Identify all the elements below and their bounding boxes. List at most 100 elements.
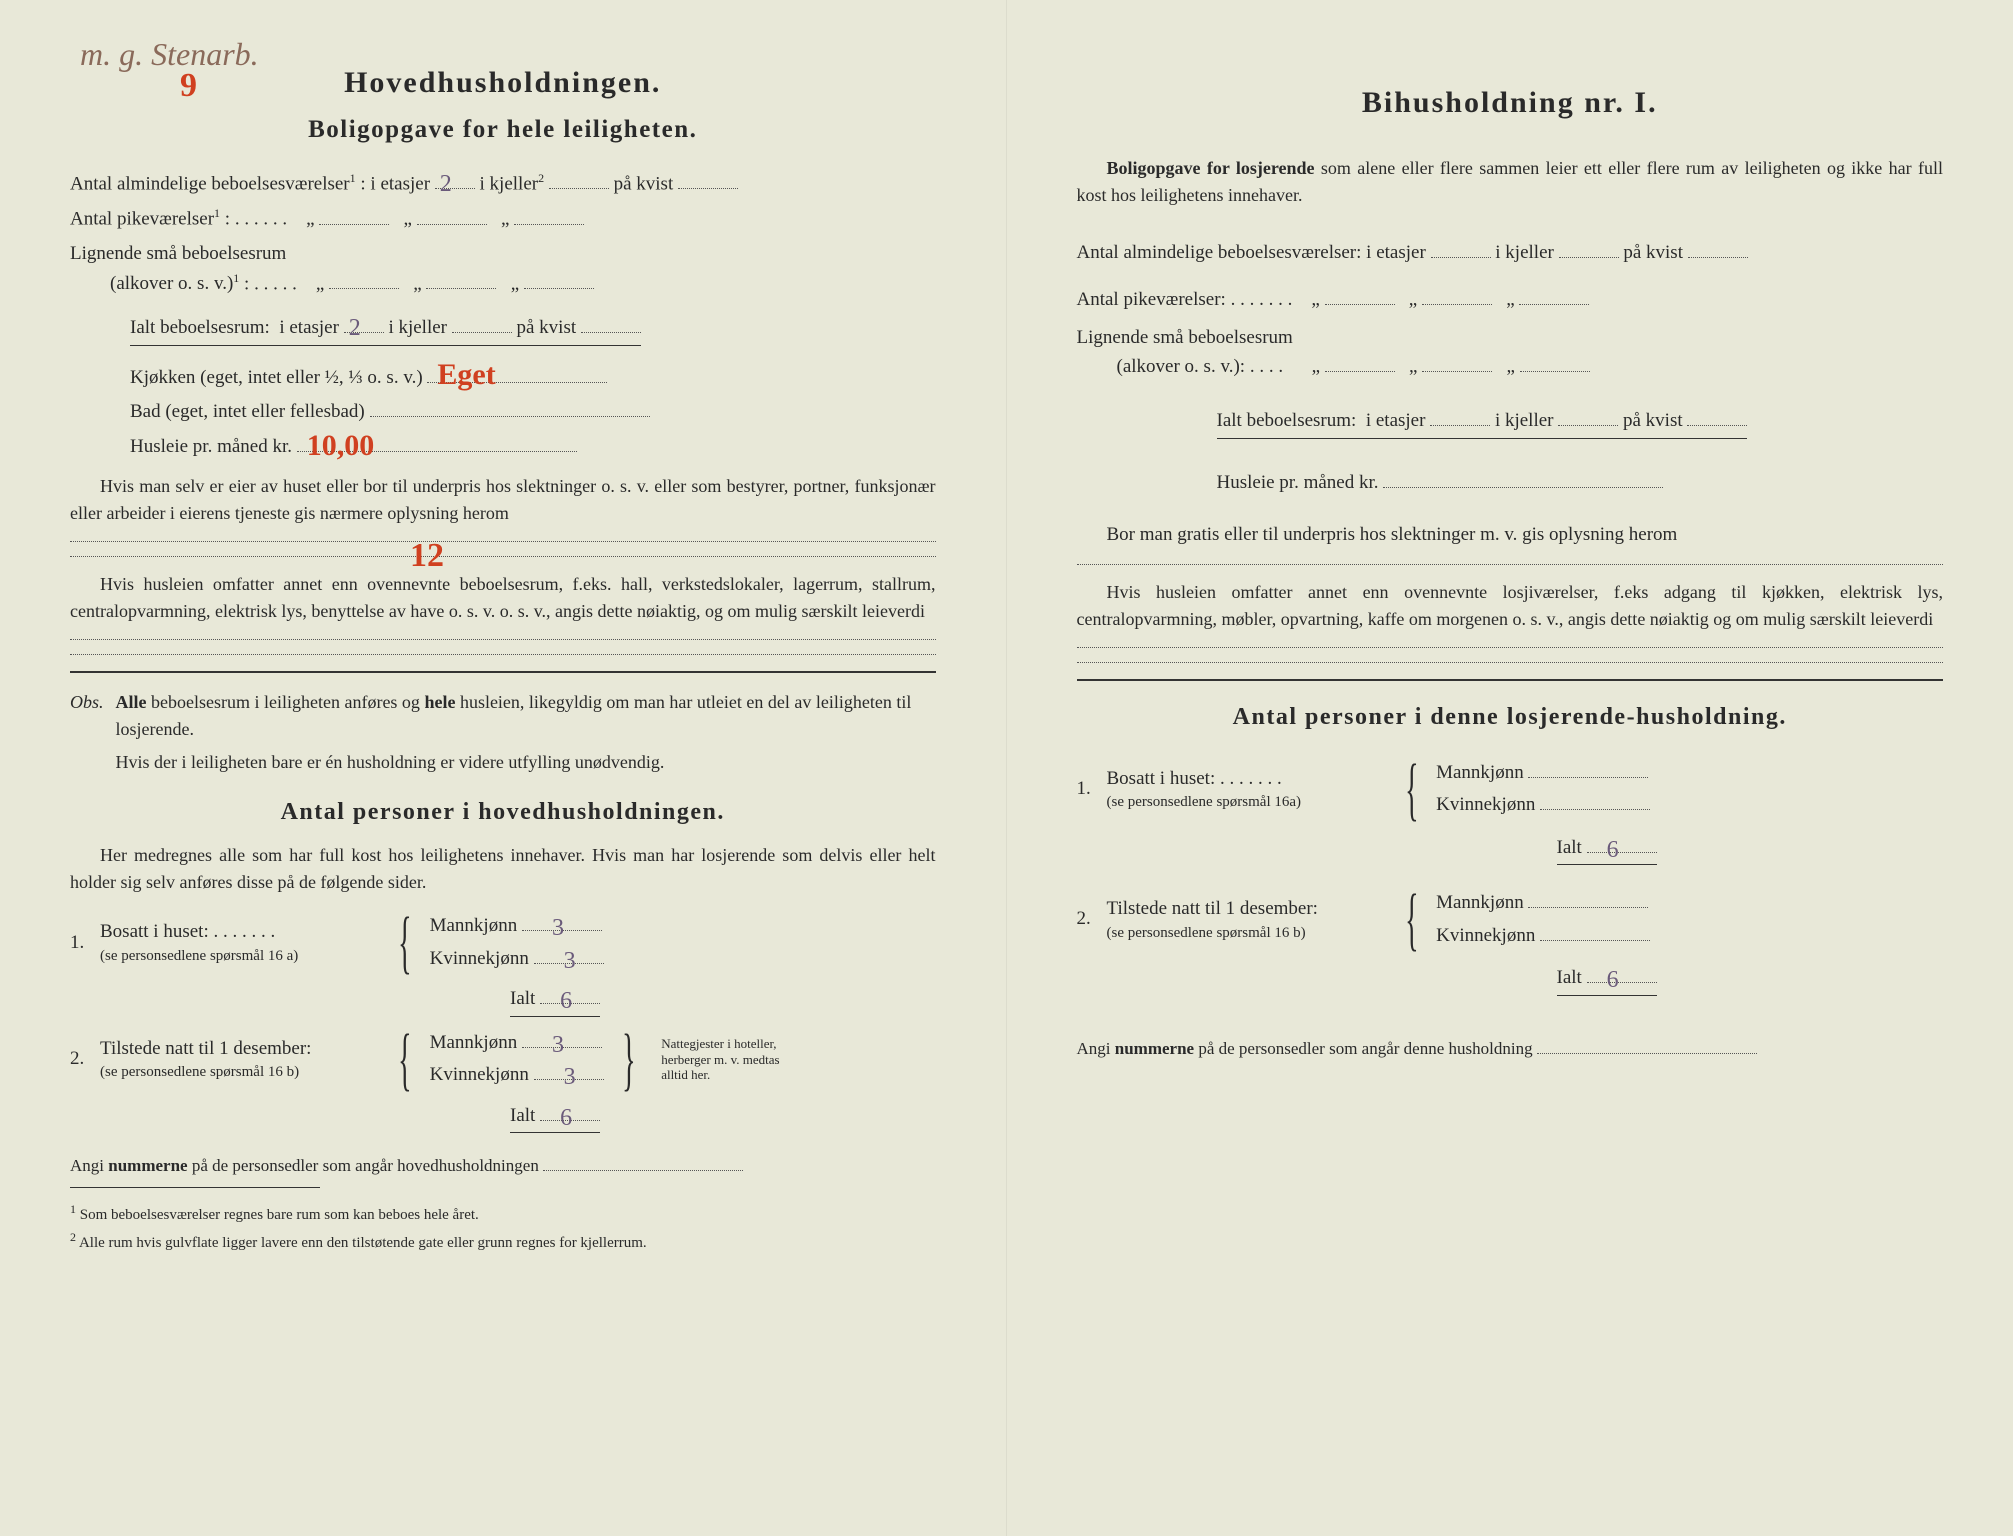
- ialt-line: Ialt 6: [1557, 964, 1944, 996]
- field: 6: [540, 1003, 600, 1004]
- label-alkover: Lignende små beboelsesrum: [1077, 327, 1293, 348]
- brace-icon: {: [398, 1042, 411, 1077]
- field: [1430, 425, 1490, 426]
- label: Tilstede natt til 1 desember: (se person…: [100, 1035, 380, 1084]
- label-alkover-sub: (alkover o. s. v.): [110, 273, 233, 294]
- person-row-1: 1. Bosatt i huset: . . . . . . . (se per…: [70, 908, 936, 977]
- person-row-1: 1. Bosatt i huset: . . . . . . . (se per…: [1077, 755, 1944, 824]
- kvinne-line: Kvinnekjønn 3: [430, 1061, 604, 1090]
- footnotes: 1 Som beboelsesværelser regnes bare rum …: [70, 1200, 936, 1255]
- field-row-pike: Antal pikeværelser1 : . . . . . . „ „ „: [70, 204, 936, 234]
- ialt-underline: Ialt 6: [1557, 834, 1657, 866]
- field: [1520, 371, 1590, 372]
- obs-text: Alle beboelsesrum i leiligheten anføres …: [116, 689, 936, 776]
- fields: Mannkjønn 3 Kvinnekjønn 3: [430, 1025, 604, 1094]
- ialt-line: Ialt 6: [510, 1102, 936, 1134]
- field: 2: [344, 332, 384, 333]
- dots: : . . . . . .: [225, 209, 287, 230]
- angi-label: Angi: [70, 1156, 108, 1175]
- label-text: Bosatt i huset: . . . . . . .: [100, 921, 275, 942]
- ditto: „: [1409, 289, 1417, 310]
- para-husleien: Hvis husleien omfatter annet enn ovennev…: [70, 571, 936, 625]
- label-kjeller: i kjeller: [480, 173, 539, 194]
- field: 3: [522, 1047, 602, 1048]
- val: 6: [560, 1100, 572, 1136]
- obs-t: beboelsesrum i leiligheten anføres og: [147, 692, 425, 712]
- field: [1422, 371, 1492, 372]
- handwritten-val: 2: [440, 166, 452, 202]
- obs-alle: Alle: [116, 692, 147, 712]
- label: Bosatt i huset: . . . . . . . (se person…: [100, 918, 380, 967]
- rule: [70, 654, 936, 655]
- label-husleie: Husleie pr. måned kr.: [130, 436, 292, 457]
- field: [1558, 425, 1618, 426]
- fn-num: 2: [70, 1230, 76, 1244]
- angi-line: Angi nummerne på de personsedler som ang…: [1077, 1036, 1944, 1062]
- label-ialt-kv: på kvist: [1623, 410, 1683, 431]
- field-row-pike: Antal pikeværelser: . . . . . . . „ „ „: [1077, 286, 1944, 315]
- field: [1528, 907, 1648, 908]
- right-page: Bihusholdning nr. I. Boligopgave for los…: [1007, 0, 2013, 1536]
- rule: [70, 639, 936, 640]
- obs-text2: Hvis der i leiligheten bare er én hushol…: [116, 749, 936, 776]
- label-ialt-et: i etasjer: [279, 317, 339, 338]
- field: [417, 224, 487, 225]
- field: [524, 288, 594, 289]
- kvinne: Kvinnekjønn: [1436, 925, 1535, 946]
- persons-title: Antal personer i denne losjerende-hushol…: [1077, 699, 1944, 735]
- fn-text: Alle rum hvis gulvflate ligger lavere en…: [79, 1235, 647, 1251]
- handwritten-kjokken: Eget: [437, 352, 495, 397]
- rule: [1077, 564, 1944, 565]
- field: [1540, 809, 1650, 810]
- fn-num: 1: [70, 1202, 76, 1216]
- handwritten-husleie: 10,00: [307, 423, 375, 468]
- val: 6: [1607, 832, 1619, 868]
- label: Tilstede natt til 1 desember: (se person…: [1107, 895, 1387, 944]
- field: [1688, 257, 1748, 258]
- field: [1687, 425, 1747, 426]
- field-row-bad: Bad (eget, intet eller fellesbad): [130, 398, 936, 427]
- mann-line: Mannkjønn: [1436, 759, 1650, 788]
- thick-rule: [70, 671, 936, 673]
- persons-title: Antal personer i hovedhusholdningen.: [70, 794, 936, 830]
- field-row-ialt: Ialt beboelsesrum: i etasjer 2 i kjeller…: [130, 314, 936, 346]
- field: 10,00: [297, 451, 577, 452]
- kvinne-line: Kvinnekjønn: [1436, 922, 1650, 951]
- field: 3: [522, 930, 602, 931]
- fields: Mannkjønn Kvinnekjønn: [1436, 885, 1650, 954]
- obs-hele: hele: [424, 692, 455, 712]
- handwritten-red-twelve: 12: [410, 530, 444, 581]
- sub: (se personsedlene spørsmål 16 a): [100, 945, 380, 968]
- field-row-alkover: Lignende små beboelsesrum (alkover o. s.…: [1077, 324, 1944, 381]
- left-page: m. g. Stenarb. 9 Hovedhusholdningen. Bol…: [0, 0, 1007, 1536]
- label-pike: Antal pikeværelser: [70, 209, 214, 230]
- sup: 1: [350, 171, 356, 185]
- ditto: „: [1311, 289, 1319, 310]
- footnote-1: 1 Som beboelsesværelser regnes bare rum …: [70, 1200, 936, 1227]
- obs-label: Obs.: [70, 689, 104, 776]
- field: [319, 224, 389, 225]
- val: 3: [552, 1027, 564, 1063]
- num: 1.: [70, 929, 100, 958]
- field: [1383, 487, 1663, 488]
- sub: (se personsedlene spørsmål 16a): [1107, 791, 1387, 814]
- val: 6: [560, 983, 572, 1019]
- field: [1537, 1053, 1757, 1054]
- field: 6: [1587, 982, 1657, 983]
- ialt-underline: Ialt 6: [1557, 964, 1657, 996]
- intro-bold: Boligopgave for losjerende: [1107, 158, 1315, 178]
- val: 6: [1607, 962, 1619, 998]
- ditto: „: [1506, 356, 1514, 377]
- field-row-alkover: Lignende små beboelsesrum (alkover o. s.…: [70, 240, 936, 298]
- fields: Mannkjønn 3 Kvinnekjønn 3: [430, 908, 604, 977]
- angi-bold: nummerne: [108, 1156, 187, 1175]
- para-eier: Hvis man selv er eier av huset eller bor…: [70, 473, 936, 527]
- fn-text: Som beboelsesværelser regnes bare rum so…: [80, 1207, 479, 1223]
- label-ialt-kj: i kjeller: [1495, 410, 1554, 431]
- handwritten-annotation-top: m. g. Stenarb.: [80, 30, 259, 78]
- field: 6: [1587, 852, 1657, 853]
- label-ialt-kj: i kjeller: [388, 317, 447, 338]
- field: [1422, 304, 1492, 305]
- ialt: Ialt: [1557, 967, 1582, 988]
- label-kjeller: i kjeller: [1495, 242, 1554, 263]
